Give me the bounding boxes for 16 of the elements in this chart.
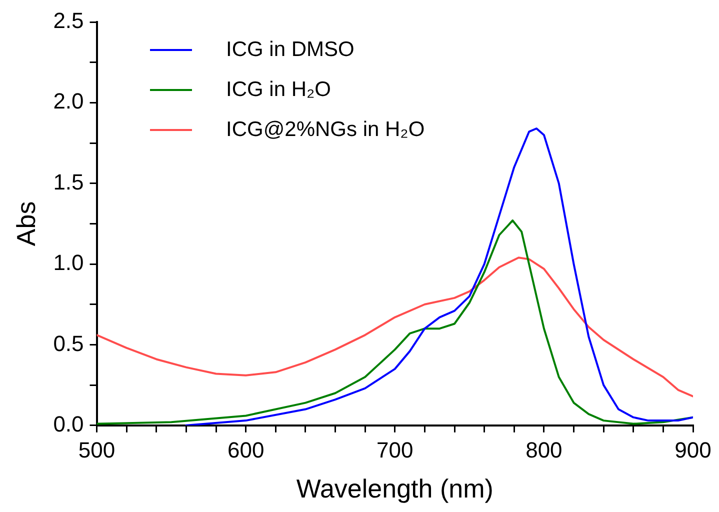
- x-tick-label: 600: [227, 438, 264, 463]
- x-tick-label: 900: [674, 438, 712, 463]
- x-tick-label: 800: [526, 438, 562, 463]
- x-axis-title: Wavelength (nm): [296, 474, 494, 504]
- y-tick-label: 0.5: [53, 330, 84, 356]
- x-tick-label: 500: [78, 438, 116, 463]
- y-tick-label: 2.5: [53, 8, 84, 34]
- y-tick-label: 1.0: [53, 250, 84, 276]
- legend-label: ICG in H₂O: [226, 78, 331, 102]
- y-tick-label: 0.0: [53, 411, 84, 436]
- y-tick-label: 2.0: [53, 88, 84, 114]
- legend-label: ICG@2%NGs in H₂O: [226, 118, 425, 142]
- y-axis-title: Abs: [10, 201, 41, 246]
- y-tick-label: 1.5: [53, 169, 84, 194]
- legend-label: ICG in DMSO: [226, 38, 354, 62]
- x-tick-label: 700: [376, 438, 414, 463]
